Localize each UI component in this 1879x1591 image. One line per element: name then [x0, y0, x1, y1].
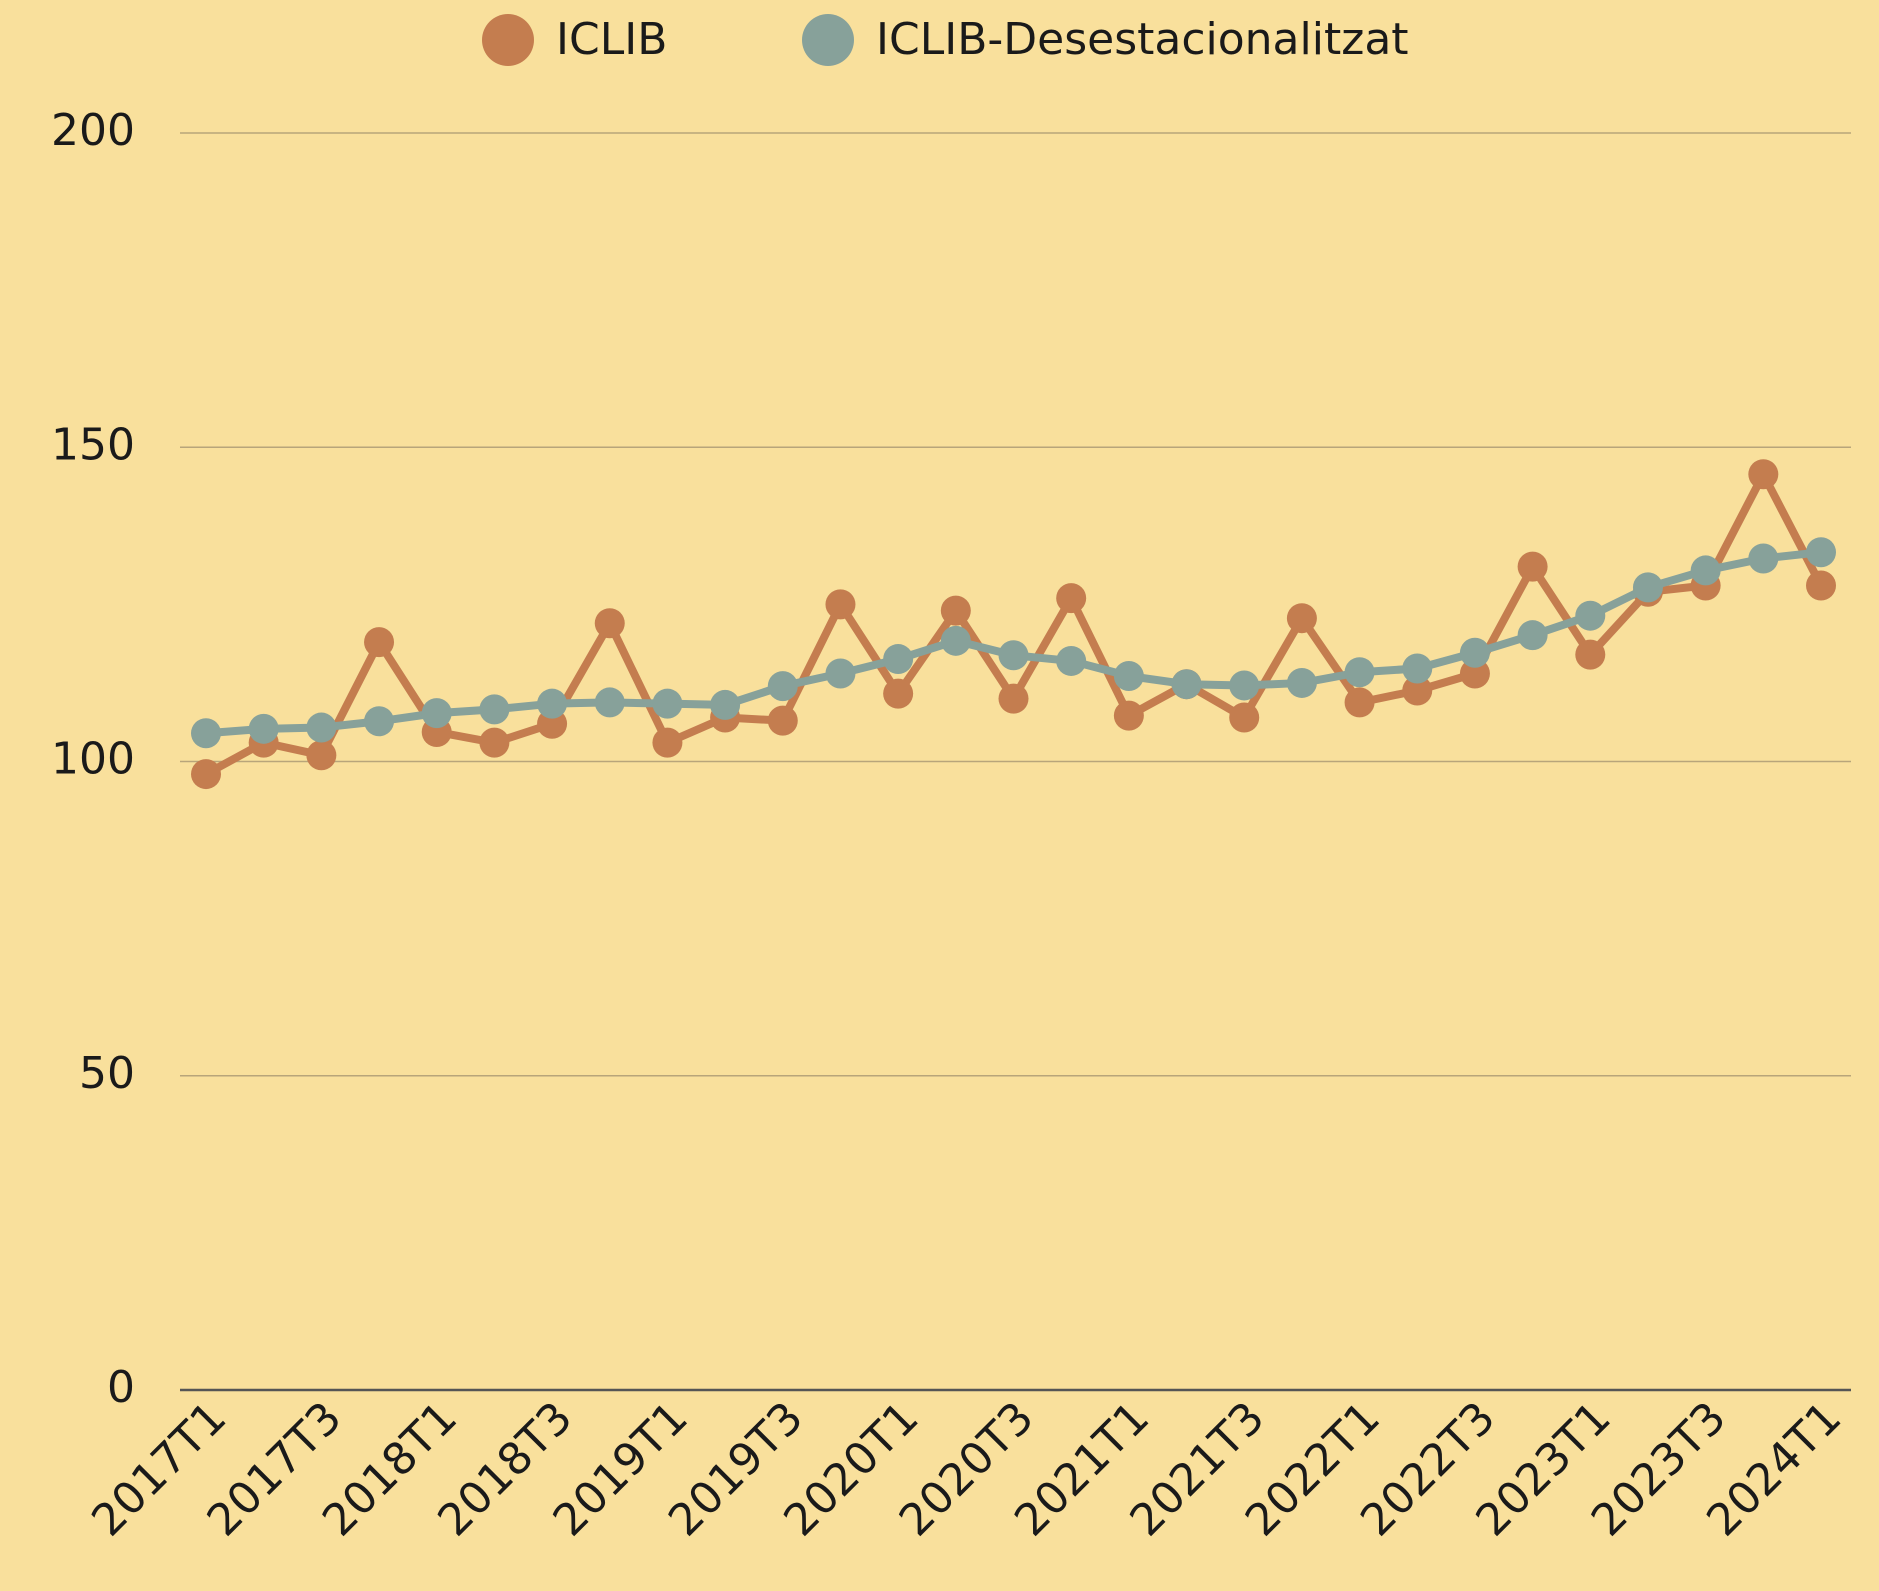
data-point: [998, 640, 1029, 671]
data-point: [191, 718, 221, 749]
data-point: [1229, 702, 1260, 733]
data-point: [1344, 687, 1375, 718]
data-point: [421, 698, 452, 729]
data-point: [767, 671, 798, 702]
data-point: [940, 625, 971, 656]
data-point: [1459, 658, 1490, 689]
y-tick-label: 200: [51, 105, 135, 156]
data-point: [1113, 661, 1144, 692]
data-point: [248, 713, 279, 744]
data-point: [1286, 603, 1317, 634]
data-point: [825, 658, 856, 689]
data-point: [191, 759, 221, 790]
legend-swatch: [482, 14, 534, 66]
data-point: [940, 595, 971, 626]
data-point: [1286, 667, 1317, 698]
data-point: [1113, 700, 1144, 731]
data-point: [1517, 551, 1548, 582]
data-point: [1748, 459, 1779, 490]
legend-item: ICLIB: [482, 14, 667, 66]
data-point: [1806, 570, 1836, 601]
y-tick-label: 100: [51, 734, 135, 785]
data-point: [306, 712, 337, 743]
data-point: [1575, 639, 1606, 670]
data-point: [479, 694, 510, 725]
data-point: [767, 705, 798, 736]
y-tick-label: 150: [51, 419, 135, 470]
y-tick-label: 50: [79, 1048, 135, 1099]
data-point: [1171, 669, 1202, 700]
data-point: [1459, 637, 1490, 668]
data-point: [1056, 645, 1087, 676]
data-point: [825, 589, 856, 620]
data-point: [1402, 675, 1433, 706]
legend-label: ICLIB: [556, 14, 667, 65]
data-point: [594, 687, 625, 718]
data-point: [1806, 537, 1836, 568]
data-point: [364, 627, 395, 658]
data-point: [1402, 653, 1433, 684]
data-point: [594, 608, 625, 639]
data-point: [1229, 670, 1260, 701]
data-point: [364, 706, 395, 737]
data-point: [1344, 657, 1375, 688]
legend-label: ICLIB-Desestacionalitzat: [876, 14, 1409, 65]
data-point: [1690, 555, 1721, 586]
data-point: [479, 727, 510, 758]
y-tick-label: 0: [107, 1362, 135, 1413]
data-point: [537, 688, 568, 719]
data-point: [652, 727, 683, 758]
data-point: [883, 678, 914, 709]
data-point: [998, 683, 1029, 714]
data-point: [883, 644, 914, 675]
data-point: [1575, 600, 1606, 631]
data-point: [1748, 543, 1779, 574]
legend-item: ICLIB-Desestacionalitzat: [802, 14, 1409, 66]
data-point: [710, 689, 741, 720]
legend-swatch: [802, 14, 854, 66]
data-point: [1056, 583, 1087, 614]
data-point: [1517, 620, 1548, 651]
data-point: [1632, 572, 1663, 603]
data-point: [652, 688, 683, 719]
data-point: [306, 740, 337, 771]
